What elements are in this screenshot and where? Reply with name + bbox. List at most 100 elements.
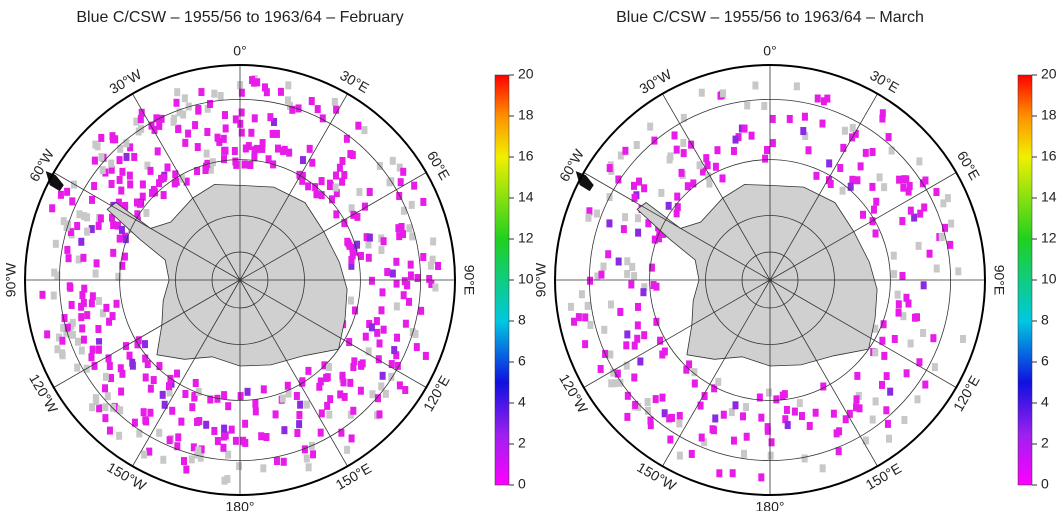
catch-cell — [752, 81, 759, 90]
meridian — [132, 93, 241, 281]
catch-cell — [108, 374, 115, 383]
catch-cell — [869, 147, 876, 156]
catch-cell — [406, 297, 413, 306]
catch-cell — [57, 190, 64, 199]
catch-cell — [704, 161, 711, 170]
catch-cell — [97, 214, 104, 223]
catch-cell — [338, 428, 345, 437]
catch-cell — [240, 436, 247, 445]
catch-cell — [181, 457, 188, 466]
catch-cell — [78, 346, 85, 355]
catch-cell — [382, 389, 389, 398]
catch-cell — [400, 291, 407, 300]
antarctica — [106, 184, 348, 367]
catch-cell — [156, 179, 163, 188]
catch-cell — [203, 420, 210, 429]
catch-cell — [259, 144, 266, 153]
catch-cell — [743, 403, 750, 412]
catch-cell — [217, 92, 224, 101]
catch-cell — [660, 229, 667, 238]
catch-cell — [690, 179, 697, 188]
catch-cell — [333, 105, 340, 114]
catch-cell — [899, 217, 906, 226]
catch-cell — [756, 393, 763, 402]
catch-cell — [119, 369, 126, 378]
catch-cell — [95, 325, 102, 334]
catch-cell — [352, 306, 359, 315]
catch-cell — [303, 400, 310, 409]
catch-cell — [648, 263, 655, 272]
catch-cell — [758, 413, 765, 422]
catch-cell — [137, 115, 144, 124]
catch-cell — [146, 447, 153, 456]
catch-cell — [102, 403, 109, 412]
catch-cell — [175, 433, 182, 442]
catch-cell — [74, 337, 81, 346]
catch-cell — [585, 213, 592, 222]
catch-cell — [346, 338, 353, 347]
catch-cell — [567, 302, 574, 311]
catch-cell — [916, 157, 923, 166]
catch-cell — [178, 174, 185, 183]
catch-cell — [64, 187, 71, 196]
catch-cell — [709, 425, 716, 434]
catch-cell — [600, 262, 607, 271]
catch-cell — [89, 345, 96, 354]
catch-cell — [174, 88, 181, 97]
catch-cell — [225, 402, 232, 411]
catch-cell — [420, 252, 427, 261]
catch-cell — [222, 146, 229, 155]
catch-cell — [402, 386, 409, 395]
catch-cell — [668, 413, 675, 422]
catch-cell — [221, 476, 228, 485]
catch-cell — [66, 329, 73, 338]
catch-cell — [258, 432, 265, 441]
catch-cell — [69, 318, 76, 327]
catch-cell — [317, 428, 324, 437]
catch-cell — [837, 163, 844, 172]
catch-cell — [337, 390, 344, 399]
catch-cell — [115, 272, 122, 281]
catch-cell — [653, 317, 660, 326]
catch-cell — [326, 179, 333, 188]
catch-cell — [786, 114, 793, 123]
colorbar-tick-label: 12 — [518, 230, 534, 246]
catch-cell — [896, 175, 903, 184]
catch-cell — [676, 419, 683, 428]
catch-cell — [634, 334, 641, 343]
catch-cell — [195, 387, 202, 396]
catch-cell — [139, 192, 146, 201]
catch-cell — [182, 389, 189, 398]
catch-cell — [129, 358, 136, 367]
catch-cell — [791, 407, 798, 416]
catch-cell — [361, 126, 368, 135]
catch-cell — [819, 464, 826, 473]
catch-cell — [167, 374, 174, 383]
catch-cell — [418, 306, 425, 315]
catch-cell — [285, 389, 292, 398]
catch-cell — [598, 270, 605, 279]
catch-cell — [54, 271, 61, 280]
catch-cell — [641, 331, 648, 340]
catch-cell — [655, 234, 662, 243]
catch-cell — [872, 348, 879, 357]
catch-cell — [69, 330, 76, 339]
colorbar-tick-label: 2 — [1041, 435, 1049, 451]
catch-cell — [127, 143, 134, 152]
catch-cell — [701, 438, 708, 447]
catch-cell — [110, 248, 117, 257]
colorbar-tick-label: 18 — [1041, 107, 1057, 123]
catch-cell — [295, 104, 302, 113]
catch-cell — [284, 96, 291, 105]
catch-cell — [96, 296, 103, 305]
colorbar — [494, 74, 510, 486]
catch-cell — [59, 336, 66, 345]
catch-cell — [185, 129, 192, 138]
catch-cell — [136, 199, 143, 208]
catch-cell — [571, 317, 578, 326]
catch-cell — [611, 379, 618, 388]
catch-cell — [60, 217, 67, 226]
catch-cell — [108, 179, 115, 188]
catch-cell — [856, 404, 863, 413]
catch-cell — [96, 404, 103, 413]
